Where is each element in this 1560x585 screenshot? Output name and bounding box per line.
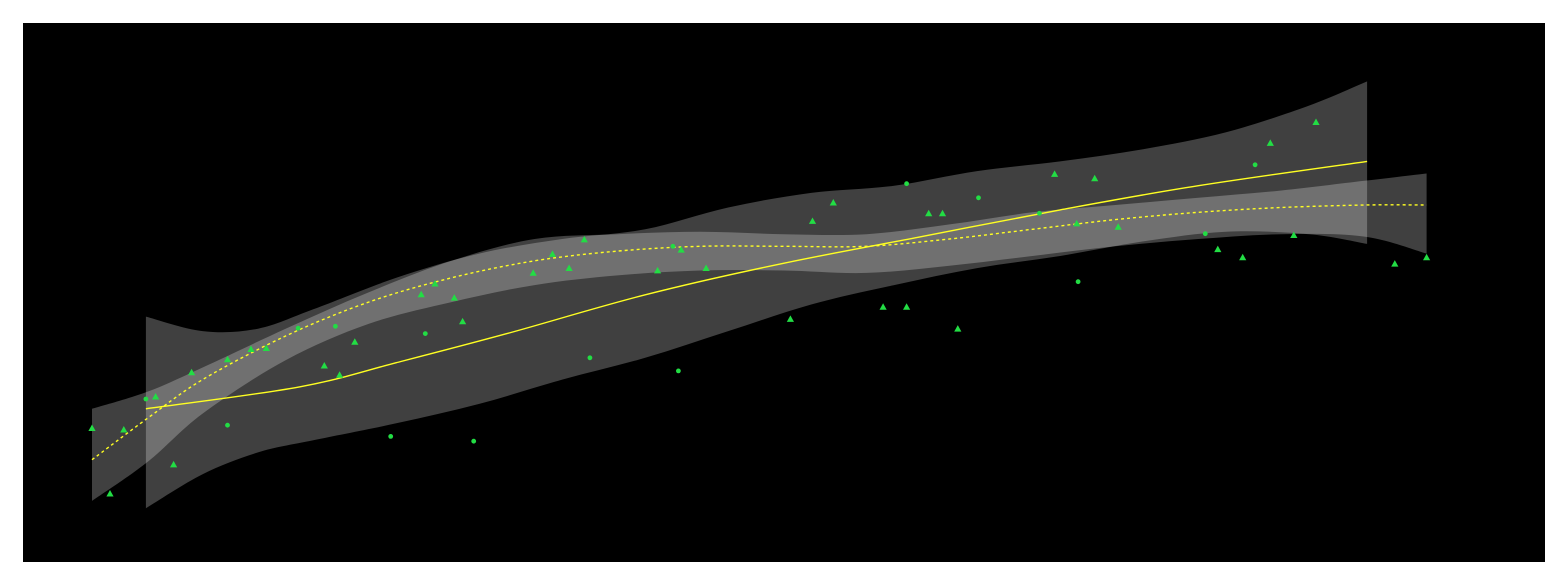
- circle-point: [423, 331, 428, 336]
- circle-point: [225, 423, 230, 428]
- circle-point: [296, 326, 301, 331]
- circle-point: [1037, 211, 1042, 216]
- circle-point: [976, 195, 981, 200]
- circle-point: [1076, 279, 1081, 284]
- circle-point: [1203, 231, 1208, 236]
- circle-point: [671, 244, 676, 249]
- circle-point: [676, 369, 681, 374]
- circle-point: [588, 355, 593, 360]
- circle-point: [388, 434, 393, 439]
- circle-point: [471, 439, 476, 444]
- circle-point: [333, 324, 338, 329]
- circle-point: [904, 181, 909, 186]
- circle-point: [1253, 162, 1258, 167]
- circle-point: [144, 397, 149, 402]
